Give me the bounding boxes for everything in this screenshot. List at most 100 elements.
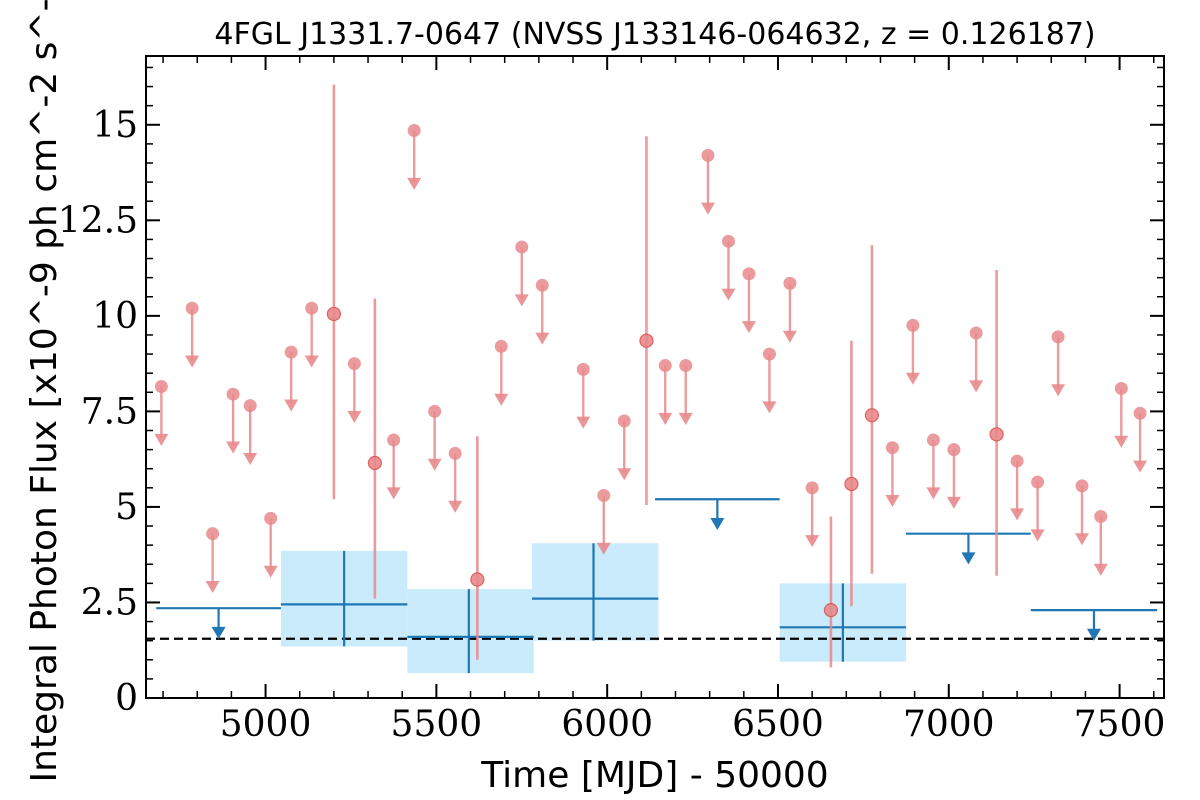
fine-upper-limit-arrowhead [304,355,319,368]
x-tick-label: 7500 [1074,704,1166,745]
fine-upper-limit-arrowhead [154,433,169,446]
fine-upper-limit-arrowhead [535,332,550,345]
fine-upper-limit-arrowhead [741,321,756,334]
y-tick-label: 7.5 [81,391,138,432]
x-tick-label: 6500 [732,704,824,745]
fine-detection-point [470,436,485,660]
fine-upper-limit-arrowhead [386,487,401,500]
y-tick-label: 2.5 [81,582,138,623]
fine-detection-point [367,298,382,599]
fine-detection-marker [844,476,859,492]
fine-upper-limit-marker [185,301,199,315]
fine-detection-point [844,340,859,607]
fine-detection-marker [326,306,341,322]
fine-upper-limit-arrowhead [1093,563,1108,576]
fine-upper-limit [905,318,920,385]
fine-upper-limit [535,278,550,345]
y-tick-label: 12.5 [58,200,138,241]
fine-upper-limit-arrowhead [762,401,777,414]
fine-upper-limit-arrowhead [448,500,463,513]
fine-upper-limit-marker [154,380,168,394]
x-tick-label: 6000 [561,704,653,745]
fine-upper-limit [762,347,777,414]
fine-detection-point [823,516,839,668]
fine-upper-limit-marker [597,488,611,502]
fine-upper-limit-arrowhead [407,177,422,190]
fine-upper-limit-arrowhead [617,468,632,481]
fine-upper-limit-marker [305,301,319,315]
fine-upper-limit-arrowhead [576,416,591,429]
fine-detection-point [864,245,880,574]
coarse-error-band [407,589,534,674]
fine-upper-limit [226,387,241,454]
fine-upper-limit-arrowhead [596,542,611,555]
fine-upper-limit-marker [347,357,361,371]
fine-upper-limit-marker [701,148,715,162]
coarse-upper-limit [1030,609,1158,641]
fine-detection-marker [367,455,382,471]
fine-upper-limit-marker [535,278,549,292]
fine-upper-limit-marker [969,326,983,340]
fine-upper-limit-marker [1051,330,1065,344]
fine-upper-limit [885,441,900,508]
fine-upper-limit [1093,509,1108,576]
fine-upper-limit-arrowhead [185,355,200,368]
fine-upper-limit [514,240,529,307]
fine-upper-limit-arrowhead [1051,384,1066,397]
fine-upper-limit [154,380,169,446]
fine-upper-limit [386,433,401,500]
fine-upper-limit-marker [494,339,508,353]
fine-upper-limit [284,345,299,412]
fine-upper-limit [427,404,442,471]
fine-upper-limit [617,414,632,481]
fine-upper-limit-arrowhead [721,288,736,301]
fine-upper-limit-arrowhead [1075,533,1090,546]
fine-upper-limit-arrowhead [905,372,920,385]
coarse-detection-point [280,550,408,647]
fine-upper-limit-marker [805,481,819,495]
fine-upper-limit [658,359,673,425]
fine-upper-limit-marker [1133,406,1147,420]
fine-upper-limit-marker [947,443,961,457]
fine-upper-limit [969,326,984,393]
fine-upper-limit-marker [783,276,797,290]
fine-upper-limit [1010,454,1025,521]
y-tick-label: 5 [115,487,138,528]
fine-upper-limit-marker [926,433,940,447]
fine-upper-limit-arrowhead [969,380,984,393]
fine-upper-limit-arrowhead [1133,460,1148,473]
fine-upper-limit-arrowhead [347,410,362,423]
fine-upper-limit [721,234,736,301]
fine-upper-limit-marker [576,362,590,376]
fine-upper-limit-marker [679,359,693,373]
fine-upper-limit [205,527,220,593]
x-tick-label: 7000 [903,704,995,745]
fine-upper-limit [1030,475,1045,542]
fine-upper-limit-arrowhead [805,535,820,548]
fine-upper-limit-marker [515,240,529,254]
fine-upper-limit [1051,330,1066,397]
fine-upper-limit [304,301,319,368]
fine-detection-marker [470,572,485,587]
fine-upper-limit-marker [1094,509,1108,523]
fine-upper-limit-marker [885,441,899,455]
fine-upper-limit-arrowhead [284,399,299,412]
fine-upper-limit-arrowhead [243,452,258,465]
fine-upper-limit-arrowhead [885,495,900,508]
fine-upper-limit [741,267,756,334]
fine-detection-marker [639,333,654,348]
fine-upper-limit [700,148,715,215]
fine-upper-limit-marker [906,318,920,332]
fine-upper-limit [946,443,961,509]
fine-upper-limit-arrowhead [1114,435,1129,448]
x-tick-label: 5500 [391,704,483,745]
fine-upper-limit-arrowhead [782,330,797,343]
fine-upper-limit-arrowhead [1030,529,1045,542]
coarse-upper-limit-arrowhead [1086,628,1101,641]
coarse-upper-limit-arrowhead [710,517,725,530]
coarse-upper-limit [906,532,1031,565]
fine-detection-marker [864,408,880,423]
coarse-upper-limit-arrowhead [961,552,976,565]
fine-upper-limit-arrowhead [263,565,278,578]
